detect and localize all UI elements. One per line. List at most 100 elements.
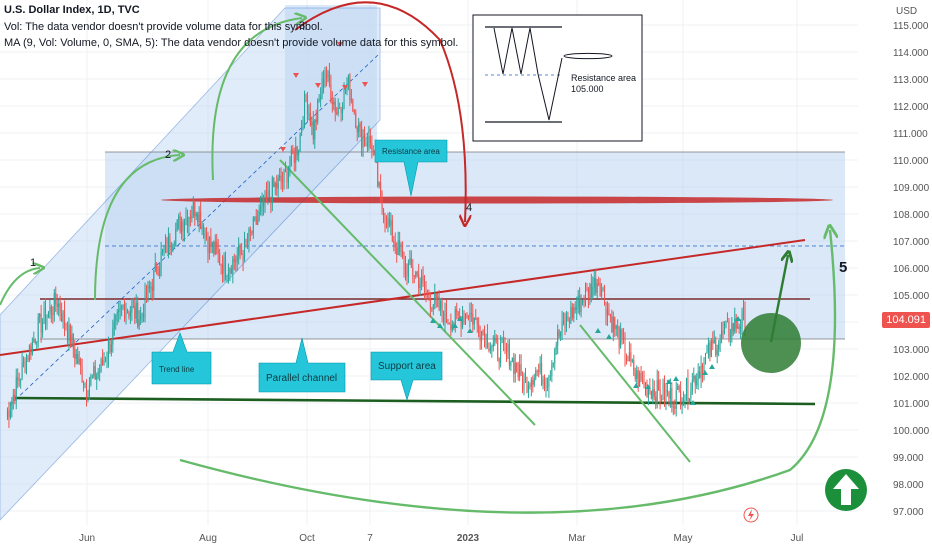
candle-body bbox=[77, 354, 79, 364]
candle-body bbox=[144, 291, 146, 318]
candle-body bbox=[124, 304, 126, 319]
candle-body bbox=[604, 288, 606, 304]
candle-body bbox=[314, 119, 316, 140]
candle-body bbox=[653, 389, 655, 397]
wave-label-1: 1 bbox=[30, 257, 36, 269]
candle-body bbox=[211, 241, 213, 247]
candle-body bbox=[580, 300, 582, 313]
candle-body bbox=[630, 352, 632, 361]
candle-body bbox=[462, 316, 464, 328]
candle-body bbox=[624, 337, 626, 359]
candle-body bbox=[404, 264, 407, 271]
candle-body bbox=[293, 153, 295, 163]
candle-body bbox=[421, 276, 423, 285]
candle-body bbox=[308, 113, 310, 115]
candle-body bbox=[189, 217, 191, 219]
candle-body bbox=[8, 410, 10, 418]
candle-body bbox=[586, 288, 588, 290]
candle-body bbox=[729, 336, 731, 338]
candle-body bbox=[560, 332, 562, 337]
candle-body bbox=[53, 292, 55, 315]
candle-body bbox=[526, 377, 528, 393]
candle-body bbox=[207, 238, 209, 253]
candle-body bbox=[412, 267, 414, 276]
candle-body bbox=[91, 375, 93, 377]
candle-body bbox=[498, 358, 500, 363]
candle-body bbox=[484, 333, 486, 347]
candle-body bbox=[42, 322, 44, 333]
candle-body bbox=[75, 354, 77, 359]
candle-body bbox=[157, 274, 159, 276]
candle-body bbox=[318, 99, 320, 101]
candle-body bbox=[315, 119, 317, 123]
candle-body bbox=[549, 375, 551, 377]
candle-body bbox=[510, 361, 512, 367]
candle-body bbox=[456, 309, 458, 313]
candle-body bbox=[593, 277, 595, 288]
candle-body bbox=[459, 315, 461, 317]
candle-body bbox=[129, 312, 131, 317]
candle-body bbox=[280, 176, 282, 182]
candle-body bbox=[353, 110, 355, 113]
candle-body bbox=[640, 372, 642, 380]
candle-body bbox=[582, 300, 584, 302]
candle-body bbox=[56, 303, 58, 307]
candle-body bbox=[43, 308, 45, 323]
inset-diagram: Resistance area 105.000 bbox=[472, 14, 643, 142]
candle-body bbox=[672, 406, 674, 408]
candle-body bbox=[59, 303, 61, 314]
candle-body bbox=[330, 84, 332, 102]
candle-body bbox=[491, 346, 493, 348]
candle-body bbox=[688, 398, 690, 402]
candle-body bbox=[469, 312, 471, 318]
up-arrow-badge-icon[interactable] bbox=[825, 469, 867, 511]
candle-body bbox=[494, 337, 496, 343]
candle-body bbox=[125, 311, 127, 319]
lightning-icon[interactable] bbox=[743, 507, 759, 523]
candle-body bbox=[309, 113, 311, 126]
candle-body bbox=[178, 216, 180, 220]
candle-body bbox=[415, 272, 417, 277]
candle-body bbox=[33, 339, 35, 342]
candle-body bbox=[561, 320, 563, 333]
candle-body bbox=[242, 255, 244, 262]
candle-body bbox=[387, 218, 389, 229]
candle-body bbox=[44, 308, 47, 325]
candle-body bbox=[84, 383, 86, 385]
candle-body bbox=[527, 385, 529, 393]
candle-body bbox=[186, 217, 188, 226]
candle-body bbox=[232, 258, 234, 275]
candle-body bbox=[55, 292, 57, 304]
candle-body bbox=[615, 325, 617, 330]
candle-body bbox=[94, 366, 96, 380]
candle-body bbox=[612, 317, 614, 333]
candle-body bbox=[249, 228, 251, 232]
candle-body bbox=[538, 370, 540, 372]
candle-body bbox=[270, 197, 272, 203]
candle-body bbox=[544, 379, 546, 387]
candle-body bbox=[743, 309, 745, 311]
time-tick-label: Aug bbox=[199, 533, 217, 544]
candle-body bbox=[400, 250, 402, 252]
candle-body bbox=[744, 309, 746, 332]
candle-body bbox=[435, 293, 437, 299]
candle-body bbox=[583, 300, 585, 304]
candle-body bbox=[145, 291, 147, 301]
candle-body bbox=[678, 386, 680, 391]
price-axis[interactable]: 115.000 114.000 113.000 112.000 111.000 110.0… bbox=[893, 21, 930, 518]
candle-body bbox=[488, 348, 490, 351]
candle-body bbox=[715, 340, 717, 355]
candle-body bbox=[333, 101, 335, 105]
candle-body bbox=[369, 136, 371, 143]
time-axis[interactable]: Jun Aug Oct 7 2023 Mar May Jul bbox=[79, 533, 803, 544]
candle-body bbox=[536, 370, 538, 372]
candle-body bbox=[265, 192, 267, 199]
candle-body bbox=[457, 312, 459, 316]
candle-body bbox=[707, 342, 709, 352]
candle-body bbox=[677, 386, 679, 390]
candle-body bbox=[478, 324, 480, 337]
candle-body bbox=[356, 127, 358, 132]
candle-body bbox=[103, 361, 105, 365]
